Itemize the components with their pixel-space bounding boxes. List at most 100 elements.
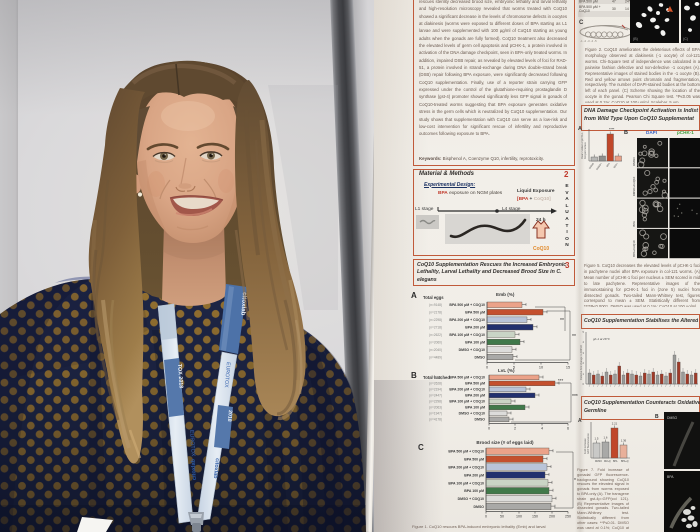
svg-text:4: 4 bbox=[541, 427, 543, 431]
svg-text:2: 2 bbox=[514, 427, 516, 431]
svg-text:(n=2628): (n=2628) bbox=[429, 381, 442, 385]
svg-text:pCHK-1: pCHK-1 bbox=[677, 130, 694, 135]
svg-text:(n=2060): (n=2060) bbox=[429, 340, 442, 344]
svg-text:DMSO: DMSO bbox=[474, 505, 485, 509]
svg-text:CoQ10: CoQ10 bbox=[579, 9, 590, 13]
svg-text:**: ** bbox=[572, 334, 576, 340]
svg-text:Figure 1. CoQ10 rescues BPA-i: Figure 1. CoQ10 rescues BPA-induced embr… bbox=[412, 524, 546, 529]
svg-text:DMSO + COQ10: DMSO + COQ10 bbox=[459, 348, 485, 352]
svg-text:DMSO: DMSO bbox=[589, 163, 595, 170]
svg-text:BPA 200 µM + COQ10: BPA 200 µM + COQ10 bbox=[449, 318, 485, 322]
svg-text:C: C bbox=[418, 443, 424, 452]
svg-text:0: 0 bbox=[583, 382, 585, 386]
svg-text:100: 100 bbox=[516, 515, 522, 519]
svg-text:citoxlab: citoxlab bbox=[239, 292, 248, 316]
svg-text:***: *** bbox=[558, 378, 564, 383]
svg-text:L1 stage: L1 stage bbox=[415, 206, 434, 212]
svg-text:10: 10 bbox=[539, 366, 543, 370]
svg-text:BPA 500 µM: BPA 500 µM bbox=[465, 381, 485, 385]
svg-text:1.5: 1.5 bbox=[595, 437, 599, 441]
svg-text:BPA+: BPA+ bbox=[613, 162, 619, 169]
svg-text:(n=2040): (n=2040) bbox=[429, 348, 442, 352]
svg-text:DMSO+: DMSO+ bbox=[596, 162, 603, 170]
svg-text:BPA: BPA bbox=[606, 162, 611, 168]
svg-text:BPA 500 µM: BPA 500 µM bbox=[579, 0, 598, 4]
svg-text:5: 5 bbox=[513, 366, 515, 370]
svg-text:Fold increase: Fold increase bbox=[583, 438, 587, 454]
svg-text:30: 30 bbox=[612, 7, 616, 11]
svg-text:L4 stage: L4 stage bbox=[502, 206, 521, 212]
svg-text:BPA 100 µM + COQ10: BPA 100 µM + COQ10 bbox=[449, 399, 485, 403]
svg-text:24 h: 24 h bbox=[536, 217, 546, 223]
svg-text:3: 3 bbox=[583, 351, 585, 355]
svg-text:BPA 200 µM + COQ10: BPA 200 µM + COQ10 bbox=[449, 387, 485, 391]
svg-text:Emb (%): Emb (%) bbox=[496, 292, 515, 297]
svg-text:BPA 500 µM + COQ10: BPA 500 µM + COQ10 bbox=[449, 375, 485, 379]
svg-text:gb-1 at 26°C: gb-1 at 26°C bbox=[593, 337, 611, 341]
svg-text:B: B bbox=[655, 414, 659, 420]
svg-text:**: ** bbox=[560, 318, 564, 324]
svg-text:(C): (C) bbox=[683, 37, 688, 41]
svg-text:citoxlab: citoxlab bbox=[190, 458, 198, 480]
svg-text:BPA: BPA bbox=[613, 460, 618, 463]
svg-text:(n=2447): (n=2447) bbox=[429, 393, 442, 397]
svg-text:BPA 100 µM: BPA 100 µM bbox=[465, 340, 485, 344]
svg-text:DMSO + COQ10: DMSO + COQ10 bbox=[459, 411, 485, 415]
svg-text:BPA 500 µM: BPA 500 µM bbox=[464, 458, 484, 462]
svg-text:1: 1 bbox=[583, 372, 585, 376]
svg-text:B: B bbox=[411, 371, 417, 380]
svg-text:*: * bbox=[574, 478, 576, 484]
svg-text:LvL (%): LvL (%) bbox=[498, 368, 515, 373]
svg-text:BPA+Q: BPA+Q bbox=[621, 460, 629, 463]
svg-text:BPA 500 µM + COQ10: BPA 500 µM + COQ10 bbox=[449, 303, 485, 307]
svg-text:EUROTOX: EUROTOX bbox=[188, 430, 196, 457]
svg-text:TOX 2018: TOX 2018 bbox=[176, 364, 184, 389]
svg-text:(n=1947): (n=1947) bbox=[429, 411, 442, 415]
svg-text:DMSO+CoQ10: DMSO+CoQ10 bbox=[632, 176, 636, 196]
svg-text:(n=2718): (n=2718) bbox=[429, 326, 442, 330]
svg-text:DAPI: DAPI bbox=[646, 130, 657, 135]
svg-text:Mean number of pCHK-1: Mean number of pCHK-1 bbox=[581, 132, 584, 159]
svg-text:250: 250 bbox=[565, 515, 571, 519]
svg-text:200: 200 bbox=[549, 515, 555, 519]
svg-text:Total eggs: Total eggs bbox=[423, 295, 444, 300]
svg-text:Relative fold change to DMSO: Relative fold change to DMSO bbox=[579, 345, 583, 380]
svg-text:0: 0 bbox=[488, 427, 490, 431]
svg-text:(n=2194): (n=2194) bbox=[429, 387, 442, 391]
svg-text:BPA 100 µM + COQ10: BPA 100 µM + COQ10 bbox=[448, 481, 484, 485]
svg-text:A: A bbox=[578, 126, 582, 132]
svg-text:50: 50 bbox=[500, 515, 504, 519]
svg-text:BPA 200 µM: BPA 200 µM bbox=[465, 326, 485, 330]
svg-text:DM+Q: DM+Q bbox=[604, 461, 611, 463]
svg-text:1.36: 1.36 bbox=[621, 439, 627, 443]
svg-text:(n=2298): (n=2298) bbox=[429, 318, 442, 322]
svg-text:BPA 100 µM: BPA 100 µM bbox=[465, 405, 485, 409]
svg-text:citoxlab: citoxlab bbox=[212, 458, 220, 480]
svg-text:5: 5 bbox=[583, 330, 585, 334]
svg-text:DMSO: DMSO bbox=[475, 355, 486, 359]
svg-text:BPA 500 µM: BPA 500 µM bbox=[465, 311, 485, 315]
svg-text:(n=4489): (n=4489) bbox=[429, 355, 442, 359]
svg-text:****: **** bbox=[609, 128, 615, 132]
svg-text:(n=4178): (n=4178) bbox=[429, 417, 442, 421]
svg-text:4: 4 bbox=[583, 340, 585, 344]
svg-text:BPA: BPA bbox=[667, 475, 674, 479]
svg-text:DMSO + COQ10: DMSO + COQ10 bbox=[458, 497, 484, 501]
svg-text:1.6: 1.6 bbox=[604, 436, 608, 440]
svg-text:150: 150 bbox=[532, 515, 538, 519]
svg-text:A: A bbox=[411, 291, 417, 300]
svg-text:(n=9148): (n=9148) bbox=[429, 303, 442, 307]
svg-text:(n=2178): (n=2178) bbox=[429, 311, 442, 315]
svg-text:(n=2063): (n=2063) bbox=[429, 405, 442, 409]
svg-text:CoQ10: CoQ10 bbox=[533, 246, 549, 252]
svg-text:BPA 100 µM: BPA 100 µM bbox=[464, 489, 484, 493]
svg-text:DMSO: DMSO bbox=[667, 416, 678, 420]
svg-text:BPA: BPA bbox=[632, 221, 636, 227]
svg-text:Brood size (# of eggs laid): Brood size (# of eggs laid) bbox=[476, 440, 534, 445]
svg-text:BPA+CoQ10: BPA+CoQ10 bbox=[632, 240, 636, 257]
svg-text:GFP fluorescence: GFP fluorescence bbox=[586, 433, 590, 454]
svg-text:0: 0 bbox=[485, 515, 487, 519]
svg-text:2018: 2018 bbox=[226, 410, 233, 422]
svg-text:BPA 100 µM + COQ10: BPA 100 µM + COQ10 bbox=[449, 333, 485, 337]
svg-text:BPA 200 µM: BPA 200 µM bbox=[465, 393, 485, 397]
